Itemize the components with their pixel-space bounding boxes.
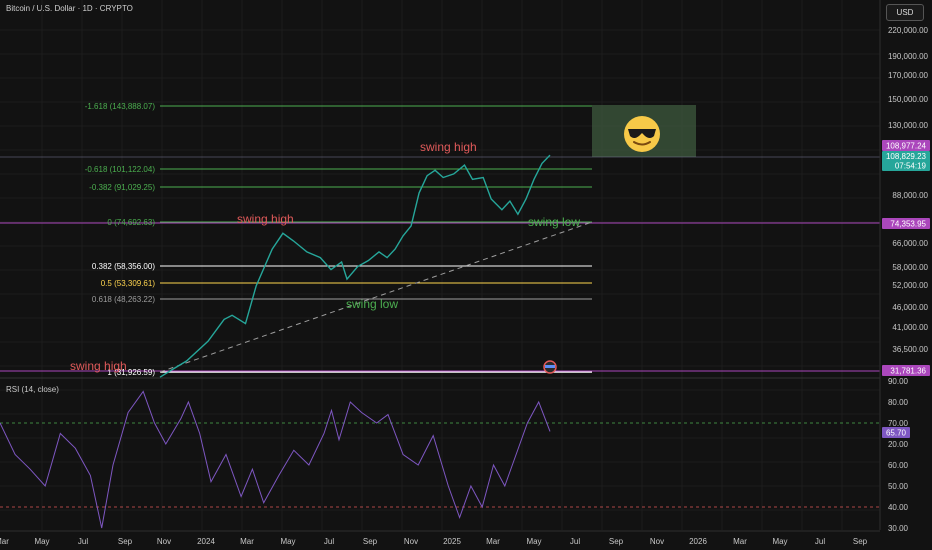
- time-tick: Sep: [363, 537, 378, 546]
- time-tick: Mar: [733, 537, 747, 546]
- rsi-label: RSI (14, close): [6, 385, 59, 394]
- current-price-badge: [882, 140, 930, 151]
- annotation-swing-low: swing low: [528, 215, 580, 229]
- price-tick: 88,000.00: [892, 191, 928, 200]
- time-tick: Mar: [0, 537, 9, 546]
- level-value-low: 31,781.36: [890, 367, 926, 376]
- time-tick: Nov: [157, 537, 171, 546]
- rsi-tick: 30.00: [888, 524, 909, 533]
- time-tick: Jul: [570, 537, 580, 546]
- level-value-mid: 74,353.95: [890, 220, 926, 229]
- time-tick: 2025: [443, 537, 461, 546]
- time-tick: May: [280, 537, 295, 546]
- time-tick: May: [34, 537, 49, 546]
- time-tick: Sep: [609, 537, 624, 546]
- rsi-tick: 40.00: [888, 503, 909, 512]
- level-badge-low: [882, 365, 930, 376]
- close-price-value: 108,829.23: [886, 152, 927, 161]
- price-tick: 46,000.00: [892, 303, 928, 312]
- fib-label: -0.618 (101,122.04): [85, 165, 156, 174]
- annotation-swing-high: swing high: [237, 212, 294, 226]
- price-tick: 150,000.00: [888, 95, 929, 104]
- rsi-value: 65.70: [886, 429, 907, 438]
- symbol-title: Bitcoin / U.S. Dollar · 1D · CRYPTO: [6, 4, 133, 13]
- fib-label: -1.618 (143,888.07): [85, 102, 156, 111]
- fib-label: -0.382 (91,029.25): [89, 183, 155, 192]
- time-tick: Mar: [486, 537, 500, 546]
- price-axis[interactable]: 220,000.00 190,000.00 170,000.00 150,000…: [888, 26, 929, 354]
- time-tick: 2026: [689, 537, 707, 546]
- annotation-swing-high: swing high: [70, 359, 127, 373]
- fib-label: 0 (74,692.63): [107, 218, 155, 227]
- time-tick: 2024: [197, 537, 215, 546]
- time-tick: Sep: [853, 537, 868, 546]
- price-tick: 41,000.00: [892, 323, 928, 332]
- fib-label: 0.5 (53,309.61): [101, 279, 156, 288]
- fib-label: 0.382 (58,356.00): [92, 262, 155, 271]
- rsi-series-line: [0, 390, 551, 529]
- price-tick: 36,500.00: [892, 345, 928, 354]
- rsi-value-badge: [882, 427, 910, 438]
- time-axis[interactable]: Mar May Jul Sep Nov 2024 Mar May Jul Sep Nov 2025 Ma…: [0, 537, 868, 546]
- time-tick: Mar: [240, 537, 254, 546]
- rsi-tick: 70.00: [888, 419, 909, 428]
- fib-label: 0.618 (48,263.22): [92, 295, 155, 304]
- time-tick: Nov: [650, 537, 664, 546]
- time-tick: Sep: [118, 537, 133, 546]
- rsi-axis[interactable]: 90.00 80.00 70.00 60.00 50.00 40.00 30.0…: [888, 377, 909, 533]
- sunglasses-emoji-icon: [624, 116, 660, 152]
- time-tick: Jul: [78, 537, 88, 546]
- trendline[interactable]: [159, 221, 593, 373]
- price-tick: 58,000.00: [892, 263, 928, 272]
- rsi-tick: 50.00: [888, 482, 909, 491]
- time-tick: Jul: [815, 537, 825, 546]
- price-tick: 130,000.00: [888, 121, 929, 130]
- price-tick: 190,000.00: [888, 52, 929, 61]
- annotation-swing-low: swing low: [346, 297, 398, 311]
- annotation-swing-high: swing high: [420, 140, 477, 154]
- rsi-tick: 60.00: [888, 461, 909, 470]
- time-tick: May: [772, 537, 787, 546]
- price-tick: 66,000.00: [892, 239, 928, 248]
- price-tick: 170,000.00: [888, 71, 929, 80]
- rsi-tick: 20.00: [888, 440, 909, 449]
- price-tick: 52,000.00: [892, 281, 928, 290]
- currency-button[interactable]: USD: [886, 4, 924, 21]
- fib-label: 1 (31,926.59): [107, 368, 155, 377]
- chart-grid: [0, 0, 880, 530]
- time-tick: May: [526, 537, 541, 546]
- level-badge-mid: [882, 218, 930, 229]
- price-tick: 220,000.00: [888, 26, 929, 35]
- event-marker-flag: [545, 365, 555, 368]
- price-series-line: [159, 154, 551, 378]
- rsi-tick: 80.00: [888, 398, 909, 407]
- time-tick: Nov: [404, 537, 418, 546]
- time-tick: Jul: [324, 537, 334, 546]
- current-price-value: 108,977.24: [886, 142, 927, 151]
- rsi-tick: 90.00: [888, 377, 909, 386]
- close-price-badge: [882, 151, 930, 171]
- bar-countdown: 07:54:19: [895, 162, 927, 171]
